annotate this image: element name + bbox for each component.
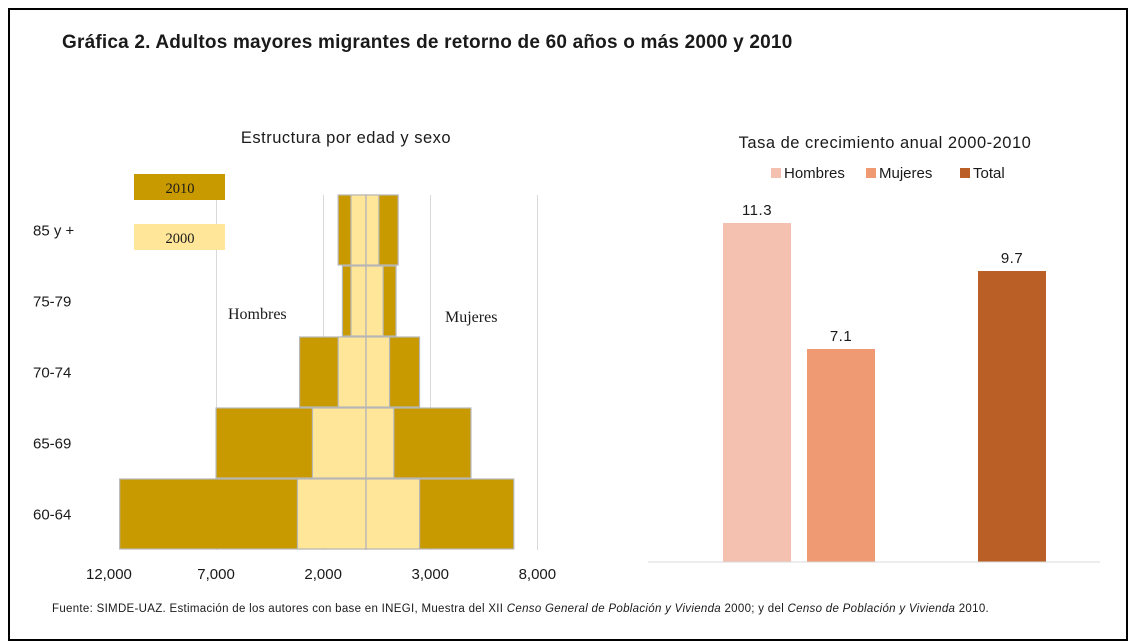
pyramid-x-tick-label: 7,000 xyxy=(197,566,235,583)
pyramid-bars xyxy=(119,194,515,550)
pyramid-category-label: 60-64 xyxy=(33,507,71,524)
pyramid-bar-2000-mujeres-2 xyxy=(365,336,391,408)
source-footnote: Fuente: SIMDE-UAZ. Estimación de los aut… xyxy=(52,602,1112,617)
pyramid-bar-2000-mujeres-4 xyxy=(365,478,421,550)
pyramid-bar-2000-mujeres-0 xyxy=(365,194,380,266)
figure-frame xyxy=(8,8,1128,641)
pyramid-category-label: 75-79 xyxy=(33,294,71,311)
footnote-text: 2010. xyxy=(955,603,990,615)
pyramid-bar-2000-mujeres-1 xyxy=(365,265,384,337)
footnote-text: Fuente: SIMDE-UAZ. Estimación de los aut… xyxy=(52,603,507,615)
pyramid-category-label: 85 y + xyxy=(33,223,75,240)
pyramid-category-label: 70-74 xyxy=(33,365,71,382)
pyramid-x-tick-label: 3,000 xyxy=(411,566,449,583)
pyramid-bar-2000-hombres-3 xyxy=(311,407,367,479)
pyramid-legend: 2010 2000 xyxy=(134,174,225,250)
legend-label-2000: 2000 xyxy=(166,231,195,247)
footnote-text: 2000; y del xyxy=(720,603,788,615)
figure-title: Gráfica 2. Adultos mayores migrantes de … xyxy=(62,32,793,53)
footnote-census-2000: Censo General de Población y Vivienda xyxy=(506,603,721,615)
legend-swatch-2010 xyxy=(134,174,225,200)
pyramid-bar-2000-mujeres-3 xyxy=(365,407,395,479)
legend-swatch-2000 xyxy=(134,224,225,250)
pyramid-x-tick-label: 12,000 xyxy=(86,566,132,583)
mujeres-side-label: Mujeres xyxy=(445,309,497,326)
pyramid-bar-2000-hombres-4 xyxy=(296,478,367,550)
footnote-census-2010: Censo de Población y Vivienda xyxy=(787,603,956,615)
pyramid-category-labels: 85 y + 75-79 70-74 65-69 60-64 xyxy=(33,223,75,524)
legend-label-2010: 2010 xyxy=(166,181,195,197)
pyramid-bar-2000-hombres-1 xyxy=(350,265,367,337)
pyramid-title: Estructura por edad y sexo xyxy=(241,129,451,147)
pyramid-category-label: 65-69 xyxy=(33,436,71,453)
pyramid-bar-2000-hombres-2 xyxy=(337,336,367,408)
pyramid-bar-2000-hombres-0 xyxy=(350,194,367,266)
pyramid-x-tick-labels: 12,000 7,000 2,000 3,000 8,000 xyxy=(86,566,556,583)
hombres-side-label: Hombres xyxy=(228,306,287,323)
pyramid-x-tick-label: 8,000 xyxy=(519,566,557,583)
pyramid-x-tick-label: 2,000 xyxy=(304,566,342,583)
